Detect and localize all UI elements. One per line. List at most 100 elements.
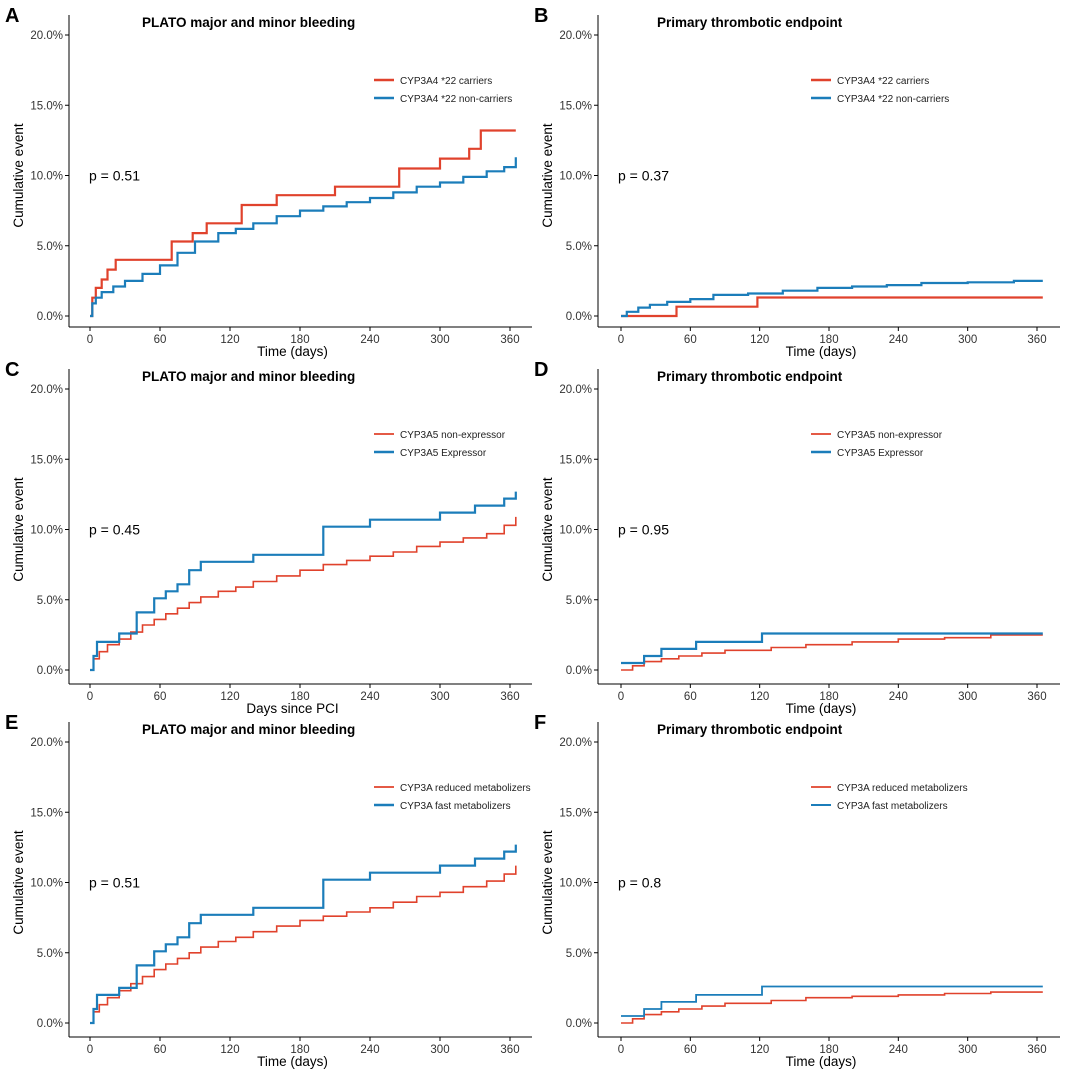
legend-label: CYP3A fast metabolizers [837, 801, 948, 812]
x-axis-label: Time (days) [786, 1054, 857, 1069]
legend-label: CYP3A4 *22 carriers [837, 76, 929, 87]
x-tick-label: 120 [220, 334, 239, 346]
panel-label: B [534, 5, 548, 27]
x-tick-label: 360 [500, 334, 519, 346]
panel-title: PLATO major and minor bleeding [142, 722, 355, 737]
y-tick-label: 0.0% [37, 311, 63, 323]
y-tick-label: 20.0% [559, 30, 592, 42]
y-tick-label: 10.0% [559, 878, 592, 890]
y-axis-label: Cumulative event [540, 830, 555, 935]
y-tick-label: 5.0% [566, 948, 592, 960]
panel-title: PLATO major and minor bleeding [142, 369, 355, 384]
x-tick-label: 180 [819, 1044, 838, 1056]
x-tick-label: 0 [618, 1044, 624, 1056]
x-tick-label: 240 [360, 334, 379, 346]
x-tick-label: 300 [958, 1044, 977, 1056]
p-value: p = 0.37 [618, 168, 669, 184]
panel-e: E PLATO major and minor bleeding 0.0% 5.0% 1… [5, 712, 532, 1069]
y-tick-label: 15.0% [30, 100, 63, 112]
x-tick-label: 360 [1027, 691, 1046, 703]
panel-title: Primary thrombotic endpoint [657, 369, 843, 384]
x-tick-label: 300 [430, 334, 449, 346]
panel-label: E [5, 712, 18, 734]
series-line-blue [621, 632, 1043, 665]
y-tick-label: 20.0% [30, 384, 63, 396]
y-tick-label: 15.0% [30, 454, 63, 466]
y-tick-label: 5.0% [37, 241, 63, 253]
y-tick-label: 15.0% [30, 807, 63, 819]
legend-label: CYP3A reduced metabolizers [400, 783, 531, 794]
x-tick-label: 180 [290, 1044, 309, 1056]
y-tick-label: 0.0% [566, 1018, 592, 1030]
x-tick-label: 240 [360, 691, 379, 703]
y-tick-label: 10.0% [30, 878, 63, 890]
legend-label: CYP3A5 Expressor [400, 448, 487, 459]
y-axis-label: Cumulative event [11, 477, 26, 582]
x-tick-label: 120 [750, 1044, 769, 1056]
x-tick-label: 60 [154, 334, 167, 346]
legend-label: CYP3A4 *22 carriers [400, 76, 492, 87]
y-tick-label: 5.0% [566, 241, 592, 253]
legend-label: CYP3A4 *22 non-carriers [837, 94, 949, 105]
panel-title: Primary thrombotic endpoint [657, 15, 843, 30]
x-tick-label: 300 [430, 1044, 449, 1056]
series-line-blue [90, 157, 517, 318]
p-value: p = 0.45 [89, 522, 140, 538]
y-tick-label: 10.0% [559, 171, 592, 183]
y-tick-label: 10.0% [30, 171, 63, 183]
legend-label: CYP3A5 Expressor [837, 448, 924, 459]
x-tick-label: 360 [500, 691, 519, 703]
y-tick-label: 5.0% [37, 948, 63, 960]
x-tick-label: 300 [958, 334, 977, 346]
x-tick-label: 60 [154, 691, 167, 703]
x-tick-label: 0 [618, 691, 624, 703]
y-tick-label: 0.0% [37, 1018, 63, 1030]
x-tick-label: 360 [1027, 334, 1046, 346]
x-tick-label: 120 [220, 1044, 239, 1056]
x-tick-label: 240 [889, 691, 908, 703]
series-line-blue [90, 844, 517, 1025]
series-line-red [90, 129, 516, 318]
x-tick-label: 60 [154, 1044, 167, 1056]
y-tick-label: 20.0% [30, 30, 63, 42]
p-value: p = 0.51 [89, 875, 140, 891]
series-line-blue [621, 279, 1043, 318]
x-tick-label: 60 [684, 1044, 697, 1056]
p-value: p = 0.51 [89, 168, 140, 184]
y-tick-label: 0.0% [37, 665, 63, 677]
p-value: p = 0.95 [618, 522, 669, 538]
x-tick-label: 120 [220, 691, 239, 703]
legend-label: CYP3A4 *22 non-carriers [400, 94, 512, 105]
panel-f: F Primary thrombotic endpoint 0.0% 5.0% 10.0… [534, 712, 1060, 1069]
panel-d: D Primary thrombotic endpoint 0.0% 5.0% 10.0… [534, 359, 1060, 716]
panel-b: B Primary thrombotic endpoint 0.0% 5.0% 10.0… [534, 5, 1060, 359]
y-axis-label: Cumulative event [11, 830, 26, 935]
x-tick-label: 360 [500, 1044, 519, 1056]
x-tick-label: 180 [819, 334, 838, 346]
panel-label: D [534, 359, 548, 381]
series-line-red [621, 634, 1043, 671]
legend-label: CYP3A5 non-expressor [837, 430, 943, 441]
panel-a: A PLATO major and minor bleeding 0.0% 5.0% 1… [5, 5, 532, 359]
series-line-red [621, 991, 1043, 1024]
series-line-red [90, 516, 517, 671]
y-tick-label: 15.0% [559, 454, 592, 466]
x-tick-label: 180 [290, 334, 309, 346]
y-axis-label: Cumulative event [11, 123, 26, 228]
x-tick-label: 60 [684, 691, 697, 703]
p-value: p = 0.8 [618, 875, 661, 891]
series-line-blue [621, 985, 1043, 1017]
y-tick-label: 5.0% [566, 595, 592, 607]
x-tick-label: 0 [87, 1044, 93, 1056]
y-tick-label: 0.0% [566, 311, 592, 323]
panel-label: C [5, 359, 19, 381]
x-tick-label: 240 [889, 334, 908, 346]
series-line-red [621, 296, 1043, 318]
y-tick-label: 15.0% [559, 807, 592, 819]
x-axis-label: Time (days) [786, 344, 857, 359]
legend-label: CYP3A fast metabolizers [400, 801, 511, 812]
y-tick-label: 20.0% [559, 737, 592, 749]
x-axis-label: Days since PCI [246, 701, 338, 716]
x-tick-label: 0 [87, 334, 93, 346]
